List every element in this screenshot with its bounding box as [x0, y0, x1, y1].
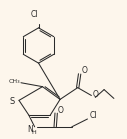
Text: O: O	[92, 90, 98, 99]
Text: H: H	[31, 130, 36, 135]
Text: O: O	[82, 66, 88, 75]
Text: CH₃: CH₃	[8, 79, 20, 84]
Text: O: O	[58, 106, 64, 115]
Text: Cl: Cl	[31, 10, 38, 19]
Text: N: N	[27, 125, 33, 134]
Text: S: S	[10, 97, 15, 106]
Text: Cl: Cl	[89, 111, 97, 120]
